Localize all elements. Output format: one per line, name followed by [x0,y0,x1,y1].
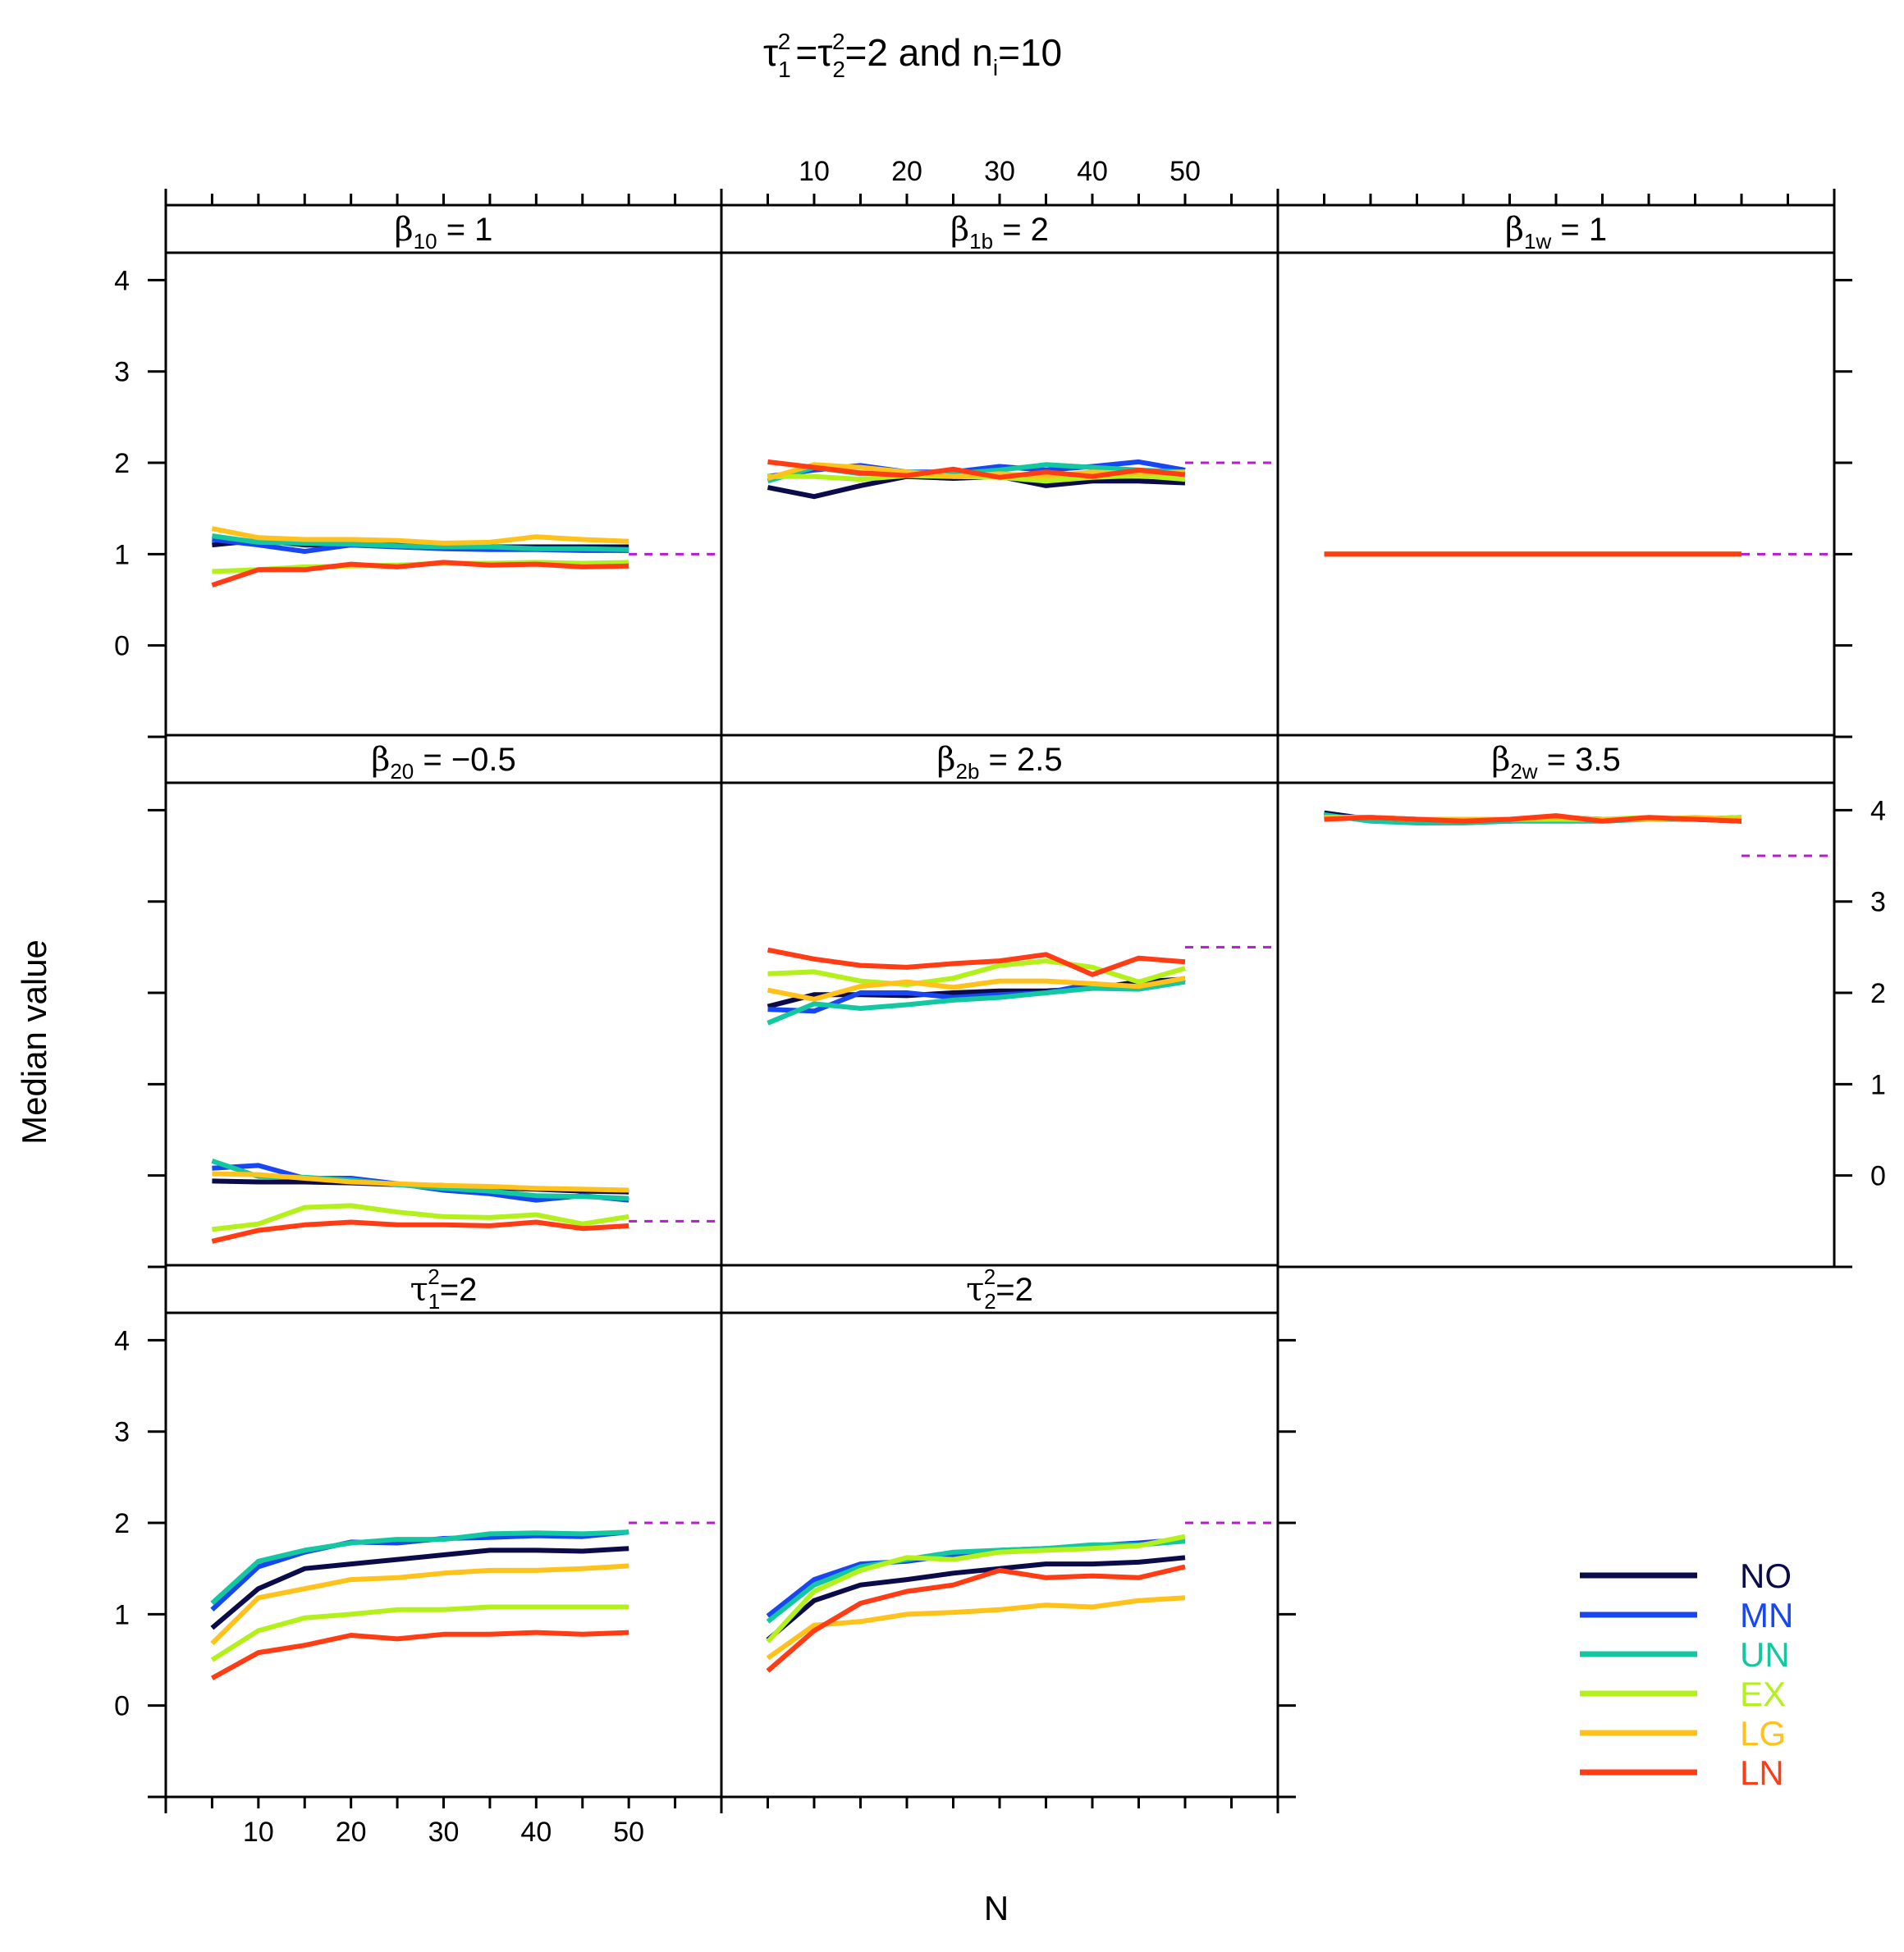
plot-frame-t2 [720,1311,1279,1799]
y-tick-label: 3 [1870,887,1886,918]
legend-label-MN: MN [1740,1596,1793,1634]
chart-title: τ12 =τ22=2 and ni=10 [763,29,1062,82]
series-b20-LN [211,1219,629,1244]
y-tick-label: 0 [1870,1161,1886,1192]
panel-b2w: β2w = 3.5 [1276,734,1836,1269]
x-tick-label: 10 [243,1817,274,1848]
panel-t2: τ22=2 [720,1264,1279,1799]
x-tick-label: 30 [428,1817,460,1848]
strip-label-t1: τ12=2 [410,1264,478,1314]
y-tick-label: 3 [114,1417,130,1448]
series-t2-EX [766,1534,1186,1643]
x-tick-label: 40 [1077,156,1108,187]
series-t2-LN [766,1564,1186,1673]
legend-label-LG: LG [1740,1714,1786,1753]
strip-b2w [1276,734,1836,784]
y-tick-label: 3 [114,357,130,388]
y-tick-label: 2 [114,448,130,479]
strip-label-t2: τ22=2 [966,1264,1033,1314]
x-tick-label: 30 [984,156,1015,187]
series-t2-NO [766,1555,1186,1642]
series-b2w-LN [1324,813,1742,824]
series-b1b-LN [767,459,1186,480]
y-tick-label: 0 [114,631,130,662]
plot-frame-b2b [720,781,1279,1269]
strip-t2 [720,1264,1279,1314]
strip-label-b2w: β2w = 3.5 [1491,741,1621,784]
x-tick-label: 20 [891,156,922,187]
y-tick-label: 2 [114,1508,130,1539]
y-tick-label: 4 [1870,795,1886,826]
x-tick-label: 50 [613,1817,644,1848]
x-tick-label: 40 [520,1817,552,1848]
x-axis-label: N [984,1889,1009,1927]
x-tick-label: 10 [799,156,830,187]
panel-t1: τ12=2 [164,1264,723,1799]
series-b2b-UN [767,979,1186,1026]
legend-label-UN: UN [1740,1635,1790,1674]
y-tick-label: 0 [114,1691,130,1722]
panel-b1b: β1b = 2 [720,203,1279,738]
panel-b20: β20 = −0.5 [164,734,723,1269]
series-b10-UN [211,533,629,552]
y-tick-label: 4 [114,265,130,296]
strip-b2b [720,734,1279,784]
series-t1-NO [210,1546,629,1630]
plot-frame-b2w [1276,781,1836,1269]
series-b10-LG [211,526,629,546]
series-b20-LG [212,1171,629,1193]
plot-frame-b10 [164,251,723,738]
strip-label-b1w: β1w = 1 [1505,211,1607,254]
strip-label-b20: β20 = −0.5 [371,741,516,784]
strip-label-b1b: β1b = 2 [950,211,1049,254]
panel-b10: β10 = 1 [164,203,723,738]
y-tick-label: 1 [114,1599,130,1630]
series-b2b-EX [767,958,1186,987]
y-tick-label: 2 [1870,978,1886,1009]
panels: β10 = 1 β1b = 2 β1w = 1 β20 = −0.5 β2b = 2.5… [164,203,1836,1799]
series-t2-LG [766,1595,1186,1661]
series-t1-UN [210,1529,629,1606]
series-t1-LG [210,1563,629,1646]
series-t1-LN [210,1630,629,1680]
legend-label-LN: LN [1740,1753,1784,1792]
y-tick-label: 1 [1870,1069,1886,1100]
x-tick-label: 20 [336,1817,367,1848]
legend-label-NO: NO [1740,1557,1792,1595]
y-axis-label: Median value [15,939,53,1145]
x-tick-label: 50 [1169,156,1201,187]
panel-b1w: β1w = 1 [1276,203,1836,738]
y-tick-label: 1 [114,539,130,570]
series-b2b-LN [767,947,1186,977]
plot-frame-b20 [164,781,723,1269]
series-b2b-LG [767,976,1186,1002]
strip-label-b2b: β2b = 2.5 [936,741,1062,784]
title-text: τ12 =τ22=2 and ni=10 [763,29,1062,82]
strip-label-b10: β10 = 1 [395,211,493,254]
series-b10-LN [211,560,629,588]
series-t1-EX [210,1604,629,1662]
strip-t1 [164,1264,723,1314]
panel-b2b: β2b = 2.5 [720,734,1279,1269]
legend-label-EX: EX [1740,1675,1786,1713]
y-tick-label: 4 [114,1325,130,1356]
series-b20-EX [212,1203,629,1232]
plot-frame-b1w [1276,251,1836,738]
strip-b10 [164,203,723,254]
